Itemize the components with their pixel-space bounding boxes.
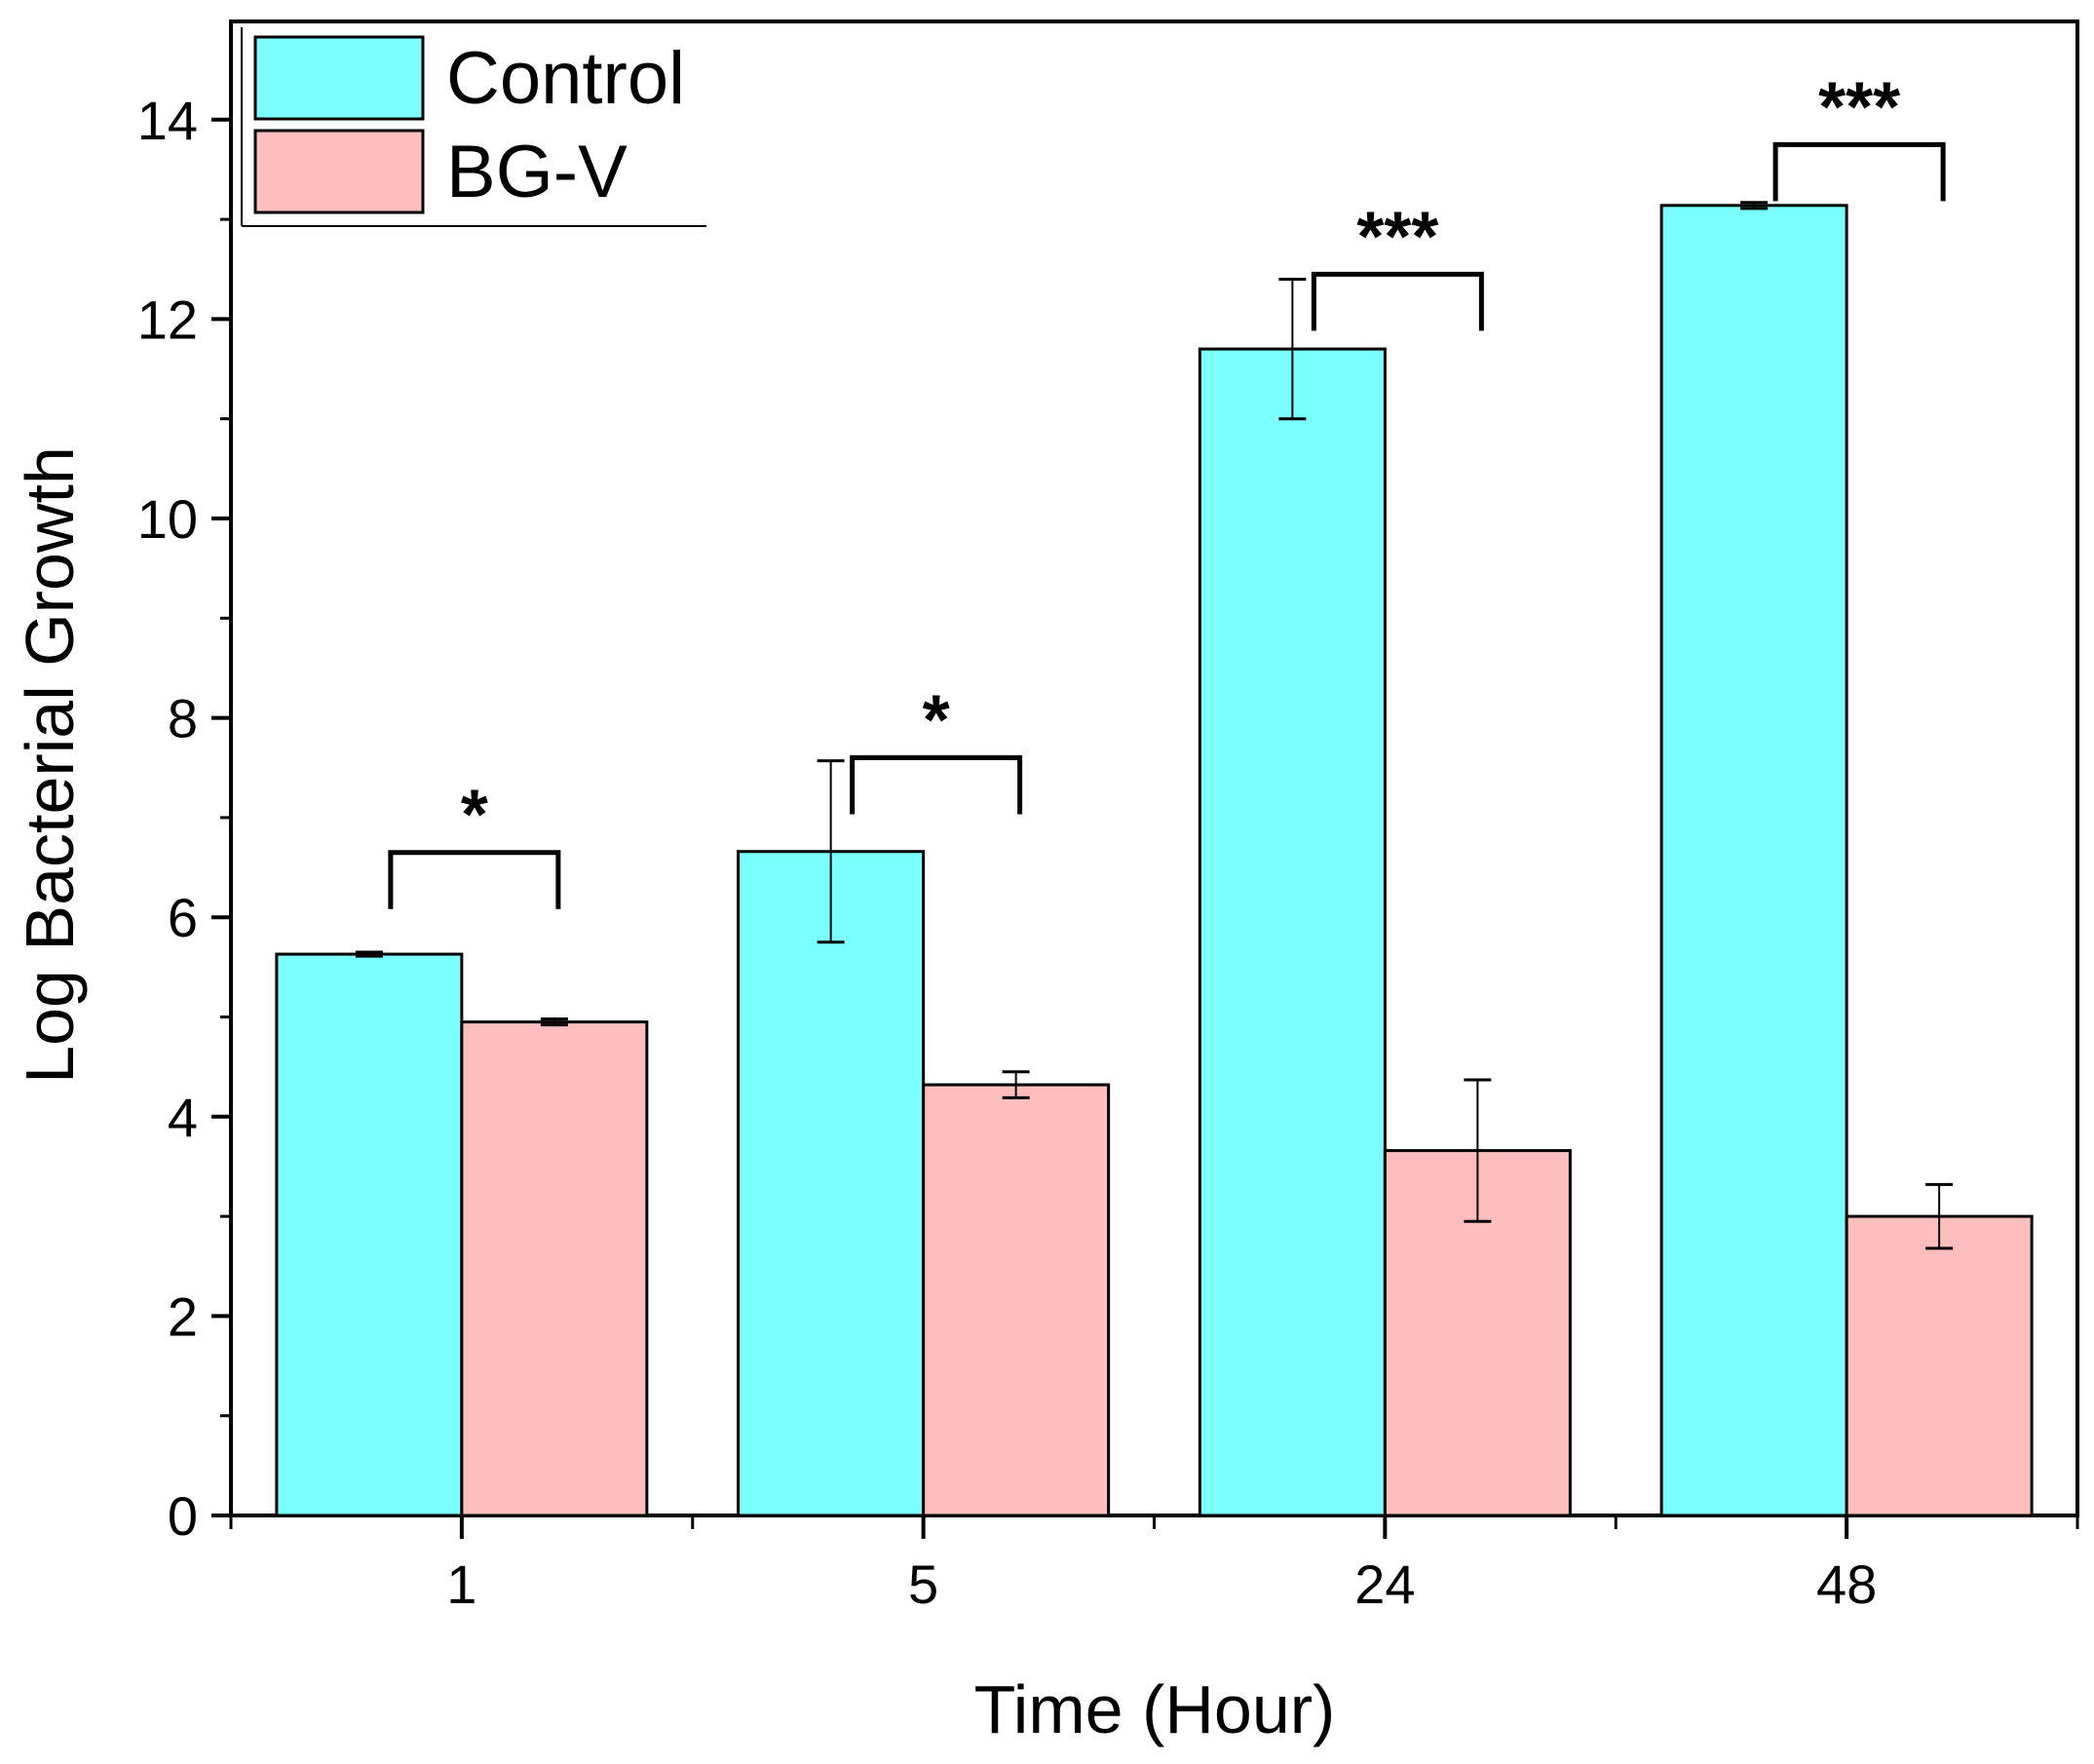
y-tick-label-14: 14: [137, 90, 198, 151]
bar-control-48: [1659, 204, 1848, 1517]
y-tick-label-2: 2: [168, 1285, 198, 1347]
y-axis-title: Log Bacterial Growth: [12, 446, 88, 1084]
legend-swatch-bg-v: [253, 129, 425, 214]
error-bars: [355, 201, 1954, 1250]
bar-bg-v-5: [922, 1083, 1111, 1517]
bar-control-24: [1198, 347, 1387, 1517]
x-tick-label-1: 1: [446, 1553, 476, 1615]
significance-label-48: ***: [1818, 68, 1900, 146]
significance-label-5: *: [923, 682, 950, 760]
significance-bracket-5: [850, 755, 1023, 815]
significance-brackets: ********: [388, 68, 1946, 909]
y-tick-label-12: 12: [137, 288, 198, 350]
bars: [275, 204, 2034, 1517]
bar-bg-v-48: [1845, 1214, 2034, 1517]
bar-control-5: [737, 850, 926, 1517]
x-tick-label-5: 5: [908, 1553, 938, 1615]
y-tick-label-6: 6: [168, 887, 198, 948]
x-axis-title: Time (Hour): [974, 1671, 1336, 1747]
bar-bg-v-1: [460, 1020, 649, 1517]
x-tick-label-24: 24: [1354, 1553, 1415, 1615]
significance-bracket-24: [1311, 271, 1484, 331]
significance-label-24: ***: [1356, 198, 1438, 276]
y-tick-label-4: 4: [168, 1087, 198, 1148]
x-tick-label-48: 48: [1816, 1553, 1877, 1615]
y-tick-label-8: 8: [168, 688, 198, 749]
legend-label-control: Control: [446, 37, 685, 120]
significance-label-1: *: [461, 777, 488, 855]
legend-swatch-control: [253, 35, 425, 121]
y-tick-label-0: 0: [168, 1485, 198, 1547]
y-tick-label-10: 10: [137, 488, 198, 550]
legend-label-bg-v: BG-V: [446, 131, 628, 213]
significance-bracket-1: [388, 850, 561, 909]
legend: Control BG-V: [241, 27, 706, 227]
significance-bracket-48: [1772, 141, 1946, 202]
bar-control-1: [275, 952, 464, 1517]
